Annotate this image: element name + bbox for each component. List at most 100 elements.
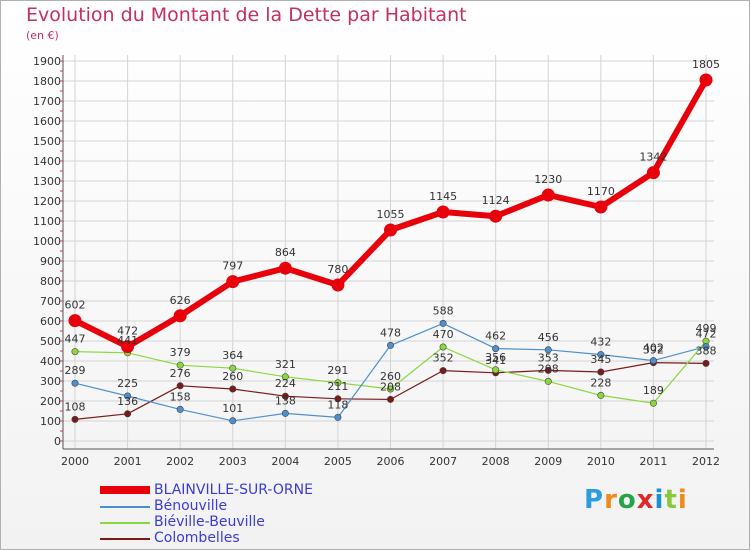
- data-label-0: 1124: [482, 194, 510, 207]
- data-label-0: 1170: [587, 185, 615, 198]
- logo-letter: P: [584, 485, 605, 515]
- series-point-2: [649, 399, 657, 407]
- data-label-1: 432: [590, 336, 611, 349]
- data-label-3: 341: [485, 354, 506, 367]
- data-label-3: 353: [538, 351, 559, 364]
- data-label-3: 345: [590, 353, 611, 366]
- series-point-0: [594, 200, 608, 214]
- proxiti-logo: Proxiti: [584, 485, 688, 515]
- data-label-2: 321: [275, 358, 296, 371]
- y-tick-label: 1400: [33, 155, 61, 168]
- series-point-3: [229, 385, 237, 393]
- chart-title: Evolution du Montant de la Dette par Hab…: [26, 4, 467, 26]
- data-label-1: 462: [485, 330, 506, 343]
- data-label-3: 108: [65, 400, 86, 413]
- data-label-3: 224: [275, 377, 296, 390]
- logo-letter: i: [654, 485, 665, 515]
- series-point-0: [68, 314, 82, 328]
- series-point-1: [492, 345, 500, 353]
- series-point-1: [386, 341, 394, 349]
- y-tick-label: 1300: [33, 175, 61, 188]
- x-tick-label: 2010: [587, 455, 615, 468]
- data-label-0: 602: [65, 299, 86, 312]
- data-label-3: 260: [222, 370, 243, 383]
- series-point-0: [331, 278, 345, 292]
- data-label-0: 1055: [377, 208, 405, 221]
- y-tick-label: 900: [40, 255, 61, 268]
- legend-label-bieville: Biéville-Beuville: [154, 514, 265, 530]
- series-point-2: [439, 343, 447, 351]
- chart-unit: (en €): [26, 29, 59, 42]
- legend-swatch-bieville: [100, 522, 150, 524]
- data-label-1: 158: [170, 390, 191, 403]
- series-point-0: [226, 275, 240, 289]
- data-label-1: 472: [696, 328, 717, 341]
- data-label-1: 588: [433, 304, 454, 317]
- data-label-1: 118: [327, 398, 348, 411]
- y-tick-label: 1900: [33, 55, 61, 68]
- series-point-1: [439, 319, 447, 327]
- data-label-0: 626: [170, 294, 191, 307]
- series-point-1: [71, 379, 79, 387]
- series-point-2: [597, 391, 605, 399]
- series-point-2: [334, 379, 342, 387]
- series-point-1: [176, 405, 184, 413]
- series-point-0: [489, 209, 503, 223]
- data-label-3: 392: [643, 344, 664, 357]
- x-tick-label: 2002: [166, 455, 194, 468]
- data-label-2: 291: [327, 364, 348, 377]
- data-label-1: 225: [117, 377, 138, 390]
- y-tick-label: 300: [40, 375, 61, 388]
- data-label-2: 189: [643, 384, 664, 397]
- data-label-2: 441: [117, 334, 138, 347]
- series-point-2: [229, 364, 237, 372]
- x-tick-label: 2012: [692, 455, 720, 468]
- x-tick-label: 2000: [61, 455, 89, 468]
- y-tick-label: 500: [40, 335, 61, 348]
- data-label-1: 478: [380, 326, 401, 339]
- x-tick-label: 2008: [482, 455, 510, 468]
- data-label-2: 260: [380, 370, 401, 383]
- data-label-1: 402: [643, 342, 664, 355]
- series-point-2: [176, 361, 184, 369]
- series-point-2: [492, 366, 500, 374]
- logo-letter: r: [604, 485, 618, 515]
- series-point-0: [278, 261, 292, 275]
- series-point-0: [121, 340, 135, 354]
- data-label-2: 447: [65, 333, 86, 346]
- data-label-2: 298: [538, 362, 559, 375]
- y-tick-label: 1600: [33, 115, 61, 128]
- y-tick-label: 1500: [33, 135, 61, 148]
- legend-swatch-colombelles: [100, 538, 150, 540]
- series-point-0: [699, 73, 713, 87]
- y-tick-label: 1700: [33, 95, 61, 108]
- logo-letter: i: [677, 485, 688, 515]
- data-label-3: 208: [380, 380, 401, 393]
- series-point-2: [544, 377, 552, 385]
- y-tick-label: 600: [40, 315, 61, 328]
- data-label-3: 211: [327, 380, 348, 393]
- logo-letter: x: [636, 485, 655, 515]
- series-point-1: [334, 413, 342, 421]
- x-tick-label: 2005: [324, 455, 352, 468]
- data-label-1: 289: [65, 364, 86, 377]
- y-tick-label: 200: [40, 395, 61, 408]
- y-tick-label: 700: [40, 295, 61, 308]
- y-tick-label: 400: [40, 355, 61, 368]
- series-point-3: [439, 367, 447, 375]
- data-label-1: 138: [275, 394, 296, 407]
- series-point-3: [281, 392, 289, 400]
- y-tick-label: 100: [40, 415, 61, 428]
- x-tick-label: 2004: [271, 455, 299, 468]
- series-point-3: [702, 359, 710, 367]
- data-label-3: 388: [696, 344, 717, 357]
- legend-label-benouville: Bénouville: [154, 498, 228, 514]
- series-point-2: [71, 348, 79, 356]
- y-tick-label: 1100: [33, 215, 61, 228]
- data-label-0: 1342: [639, 151, 667, 164]
- data-label-3: 276: [170, 367, 191, 380]
- series-point-3: [597, 368, 605, 376]
- logo-letter: t: [664, 485, 678, 515]
- data-label-0: 1145: [429, 190, 457, 203]
